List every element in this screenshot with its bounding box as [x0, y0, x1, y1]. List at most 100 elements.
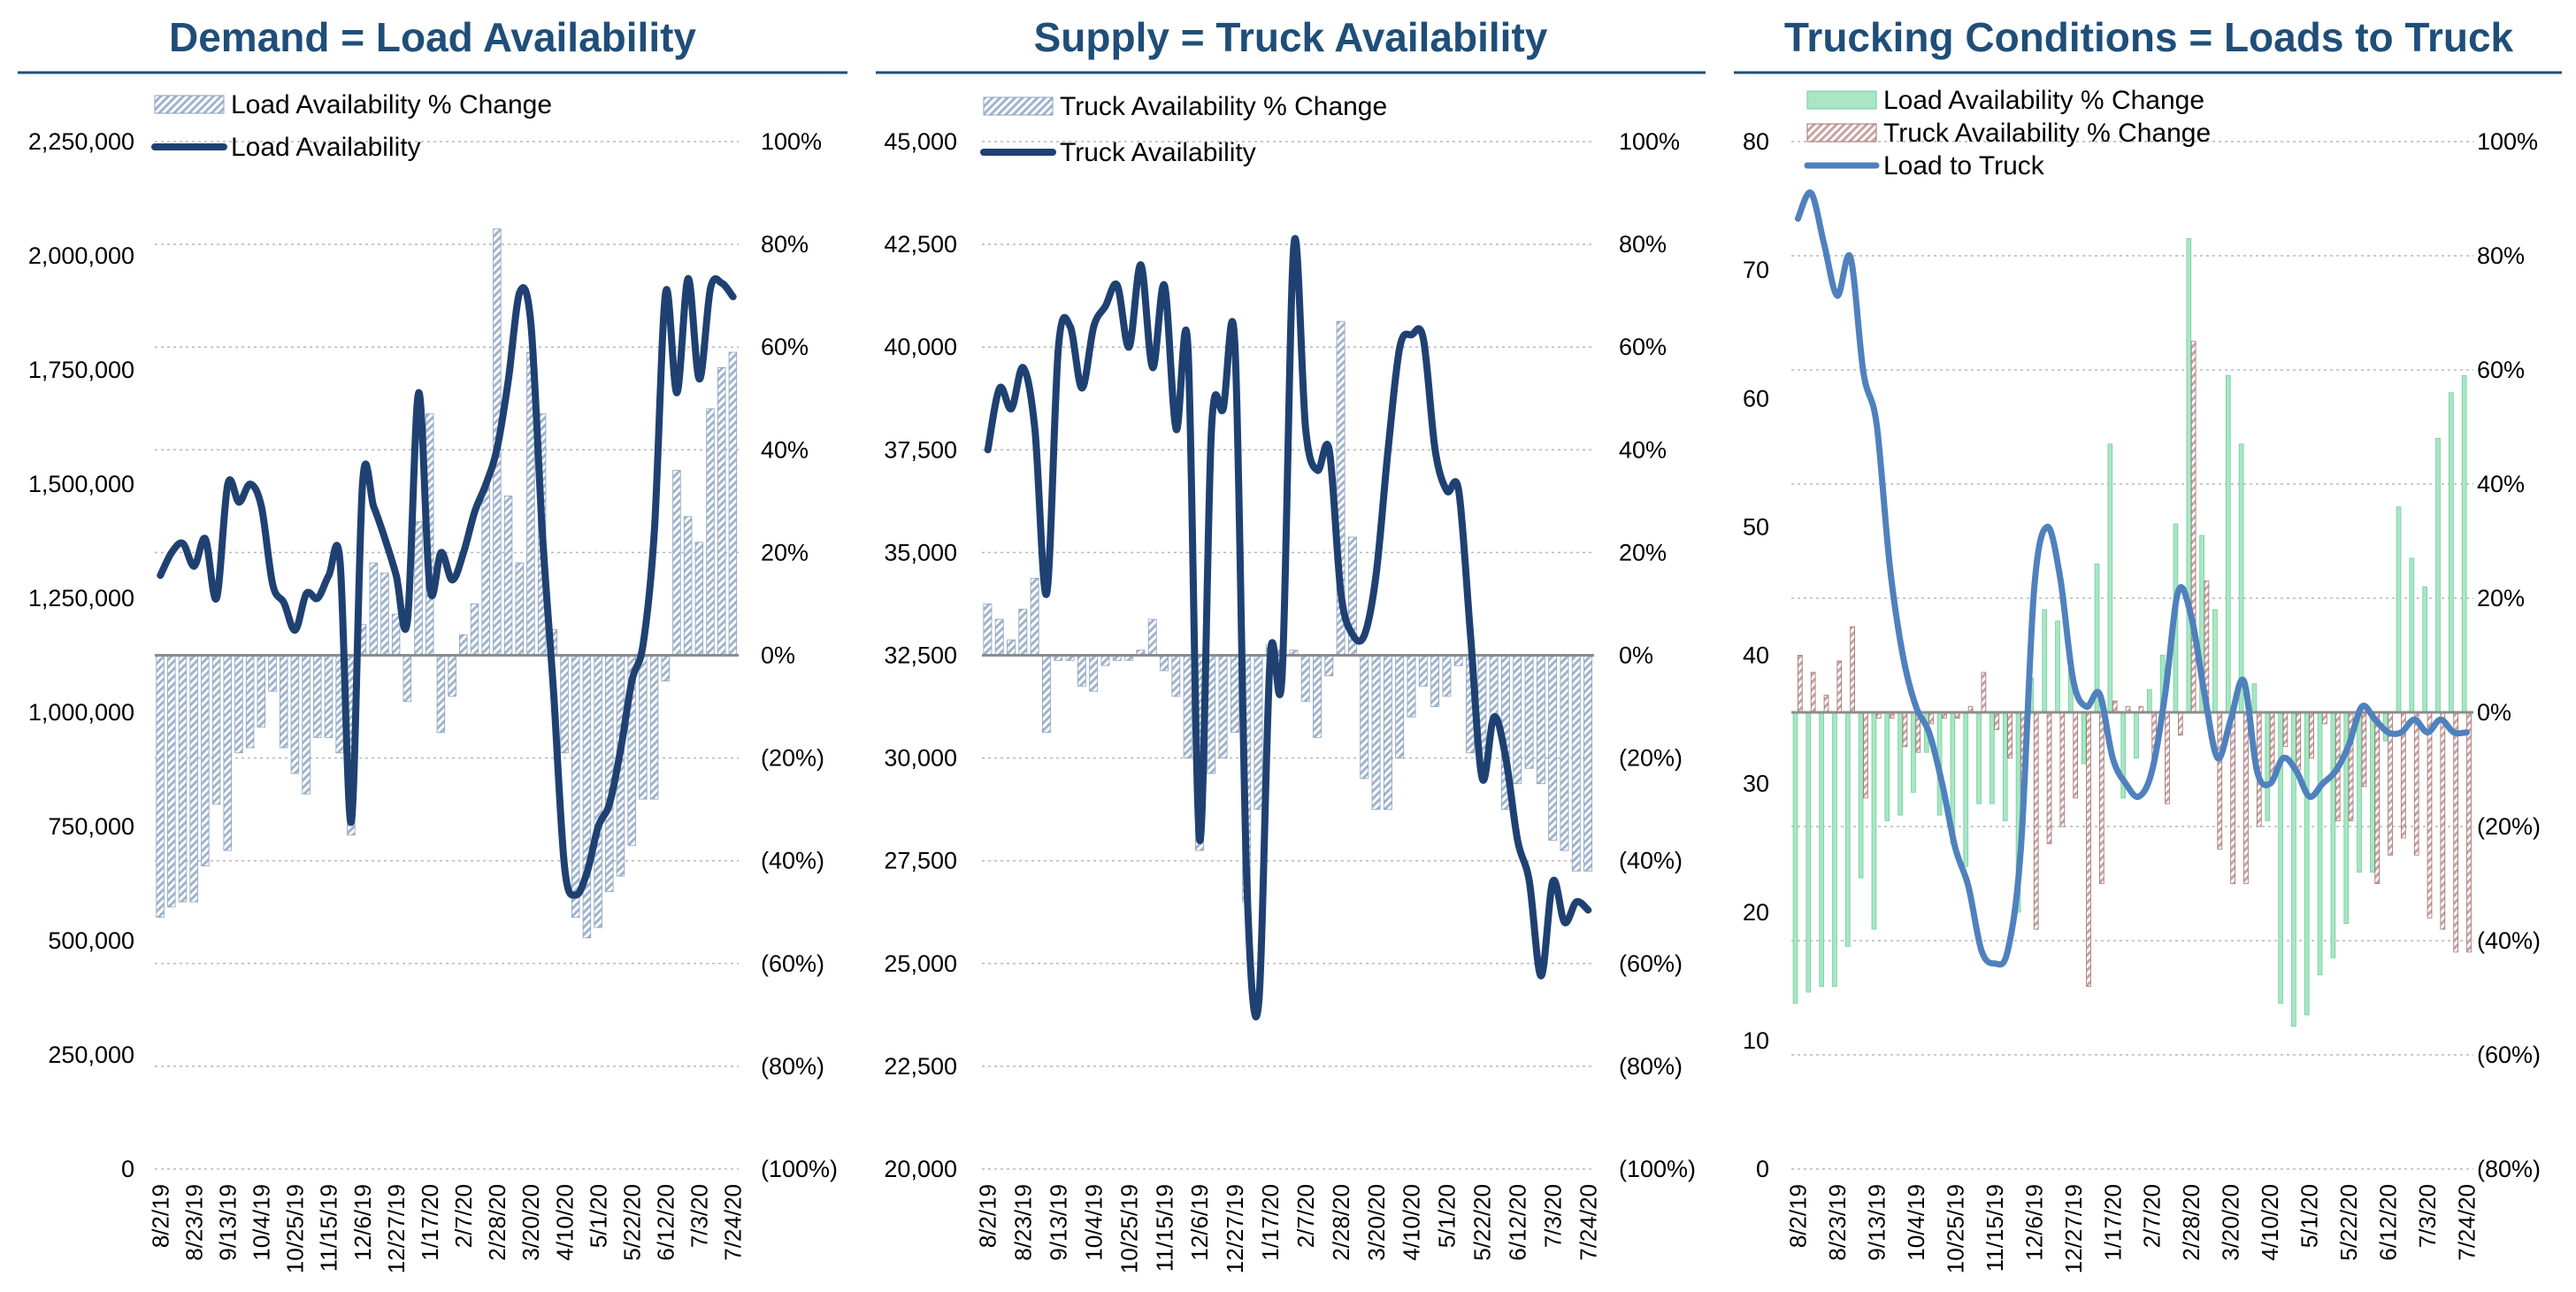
- x-axis-tick-label: 10/25/19: [1116, 1184, 1142, 1273]
- x-axis-tick-label: 4/10/20: [1399, 1184, 1425, 1261]
- right-axis-tick-label: (100%): [1619, 1156, 1696, 1182]
- bar-1-11: [1100, 655, 1110, 666]
- bar-1-33: [2212, 609, 2218, 713]
- right-axis-tick-label: (40%): [2477, 927, 2541, 954]
- bar-1-15: [1147, 619, 1157, 656]
- bar-2-9: [1902, 711, 1908, 748]
- bar-1-2: [167, 655, 176, 908]
- x-axis-tick-label: 2/28/20: [2178, 1184, 2204, 1261]
- x-axis-tick-label: 5/1/20: [585, 1184, 611, 1248]
- bar-2-22: [2073, 711, 2079, 799]
- bar-1-23: [2081, 711, 2087, 765]
- left-axis-tick-label: 60: [1743, 385, 1769, 411]
- bar-1-49: [694, 542, 704, 656]
- bar-1-22: [1230, 655, 1239, 733]
- bar-1-49: [1548, 655, 1558, 841]
- series-line-2: [984, 235, 1592, 1020]
- bar-1-49: [2422, 586, 2428, 713]
- bar-2-45: [2374, 711, 2380, 884]
- bar-1-20: [2042, 609, 2048, 713]
- bar-2-30: [2177, 711, 2183, 736]
- bar-1-23: [402, 655, 412, 703]
- x-axis-tick-label: 2/7/20: [2139, 1184, 2166, 1248]
- bar-1-52: [1583, 655, 1593, 872]
- left-axis-tick-label: 10: [1743, 1027, 1769, 1054]
- bar-1-34: [2225, 375, 2231, 713]
- right-axis-tick-label: 100%: [2477, 128, 2538, 155]
- left-axis-tick-label: 1,250,000: [28, 585, 134, 611]
- x-axis-tick-label: 12/6/19: [1186, 1184, 1213, 1261]
- right-axis-tick-label: 40%: [761, 436, 809, 463]
- bar-1-30: [481, 485, 490, 656]
- bar-1-4: [1832, 711, 1837, 988]
- right-axis-tick-label: 60%: [1619, 334, 1667, 360]
- bar-2-51: [2453, 711, 2458, 953]
- bar-1-45: [2370, 711, 2375, 873]
- x-axis-tick-label: 6/12/20: [1505, 1184, 1531, 1261]
- right-axis-tick-label: (20%): [1619, 745, 1683, 772]
- x-axis-tick-label: 2/7/20: [1292, 1184, 1319, 1248]
- bar-2-33: [2217, 711, 2223, 850]
- legend-label: Truck Availability: [1060, 138, 1256, 167]
- x-axis-tick-label: 7/24/20: [1575, 1184, 1601, 1261]
- bar-1-2: [1806, 711, 1812, 993]
- legend-label: Load to Truck: [1883, 151, 2045, 181]
- x-axis-tick-label: 6/12/20: [653, 1184, 679, 1261]
- right-axis-tick-label: (20%): [2477, 813, 2541, 840]
- bar-2-44: [2361, 711, 2367, 788]
- legend-label: Truck Availability % Change: [1883, 119, 2211, 148]
- right-axis-tick-label: 40%: [2477, 471, 2525, 497]
- left-axis-tick-label: 1,500,000: [28, 471, 134, 497]
- series-line-2: [157, 274, 737, 899]
- bar-1-21: [2055, 620, 2060, 713]
- bar-1-1: [1792, 711, 1798, 1004]
- bar-2-40: [2309, 711, 2314, 758]
- x-axis-tick-label: 8/23/19: [1010, 1184, 1037, 1261]
- bar-1-32: [503, 496, 513, 656]
- x-axis-tick-label: 1/17/20: [1257, 1184, 1284, 1261]
- x-axis-tick-label: 8/23/19: [180, 1184, 207, 1261]
- bar-1-6: [211, 655, 221, 805]
- x-axis-tick-label: 12/27/19: [383, 1184, 410, 1273]
- bar-1-9: [1077, 655, 1086, 687]
- left-axis-tick-label: 45,000: [884, 128, 957, 155]
- bar-1-24: [414, 521, 423, 656]
- bar-2-38: [2282, 711, 2288, 748]
- bar-1-11: [268, 655, 277, 692]
- bar-1-38: [571, 655, 580, 918]
- bar-1-26: [436, 655, 446, 733]
- bar-1-21: [1218, 655, 1228, 758]
- x-axis-tick-label: 8/2/19: [975, 1184, 1001, 1248]
- bar-1-40: [2304, 711, 2310, 1016]
- x-axis-tick-label: 6/12/20: [2375, 1184, 2402, 1261]
- left-axis-tick-label: 35,000: [884, 539, 957, 565]
- bar-2-34: [2230, 711, 2235, 884]
- bar-1-5: [1844, 711, 1851, 947]
- x-axis-tick-label: 2/28/20: [484, 1184, 510, 1261]
- chart-panel-2: Supply = Truck Availability (100%) (80%) (6…: [876, 14, 1706, 1273]
- x-axis-tick-label: 8/2/19: [1784, 1184, 1811, 1248]
- bar-1-51: [2449, 392, 2454, 713]
- bar-1-25: [2107, 443, 2113, 713]
- chart-title: Supply = Truck Availability: [1034, 14, 1548, 60]
- x-axis-tick-label: 12/27/19: [1222, 1184, 1248, 1273]
- bar-1-8: [1884, 711, 1890, 821]
- x-axis-tick-label: 3/20/20: [1363, 1184, 1390, 1261]
- bar-2-31: [2190, 341, 2196, 713]
- bar-1-36: [2251, 683, 2258, 713]
- legend-label: Load Availability % Change: [1883, 86, 2204, 115]
- bar-2-4: [1836, 660, 1843, 713]
- x-axis-tick-label: 10/4/19: [1903, 1184, 1929, 1261]
- legend-swatch-bar: [154, 95, 225, 114]
- bar-1-51: [1571, 655, 1581, 872]
- bar-1-47: [1524, 655, 1534, 769]
- bar-1-50: [1560, 655, 1569, 851]
- left-axis-tick-label: 1,750,000: [28, 357, 134, 383]
- left-axis-tick-label: 42,500: [884, 231, 957, 258]
- x-axis-tick-label: 4/10/20: [551, 1184, 578, 1261]
- bar-1-44: [1489, 655, 1499, 723]
- right-axis-tick-label: (60%): [2477, 1042, 2541, 1068]
- right-axis-tick-label: 60%: [2477, 357, 2525, 383]
- bar-1-37: [1407, 655, 1416, 718]
- chart-title: Demand = Load Availability: [169, 14, 696, 60]
